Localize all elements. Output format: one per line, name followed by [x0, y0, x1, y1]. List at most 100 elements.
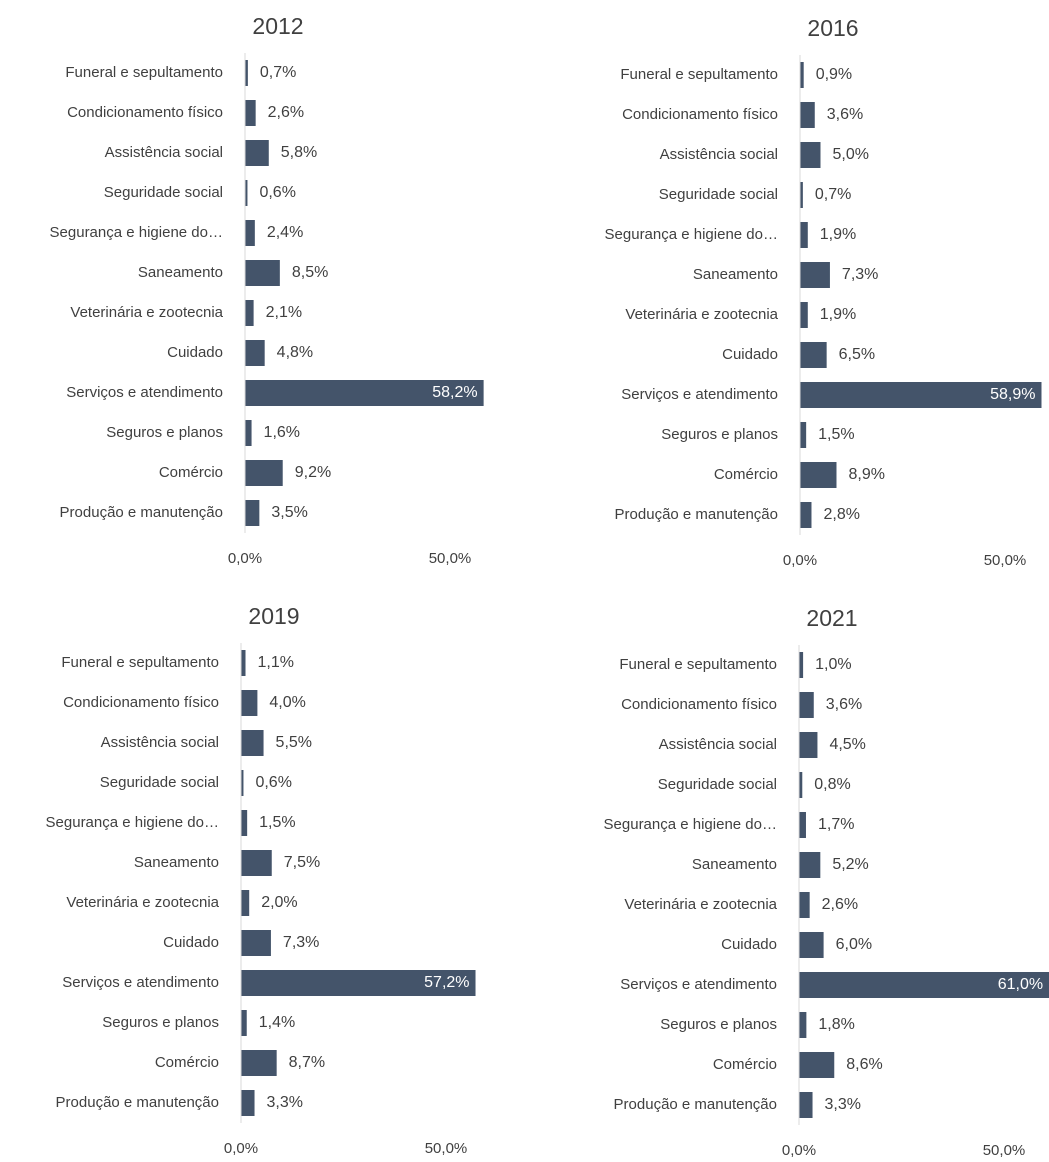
- bar: [245, 140, 269, 166]
- bar: [245, 100, 256, 126]
- chart-title: 2019: [248, 603, 299, 629]
- x-tick-label: 50,0%: [425, 1140, 468, 1157]
- bar: [799, 892, 810, 918]
- x-tick-label: 0,0%: [783, 552, 817, 569]
- value-label: 3,6%: [827, 106, 863, 123]
- category-label: Serviços e atendimento: [620, 976, 777, 993]
- bar: [799, 1012, 807, 1038]
- bar: [241, 970, 476, 996]
- bar: [241, 1050, 277, 1076]
- category-label: Segurança e higiene do…: [50, 224, 223, 241]
- value-label: 5,8%: [281, 144, 317, 161]
- bar: [241, 890, 250, 916]
- value-label: 7,3%: [842, 266, 878, 283]
- bar: [800, 102, 815, 128]
- bar: [800, 62, 804, 88]
- bar: [241, 650, 246, 676]
- category-label: Veterinária e zootecnia: [66, 894, 219, 911]
- value-label: 8,6%: [846, 1056, 882, 1073]
- category-label: Comércio: [159, 464, 223, 481]
- value-label: 0,7%: [260, 64, 296, 81]
- category-label: Veterinária e zootecnia: [625, 306, 778, 323]
- value-label: 2,4%: [267, 224, 303, 241]
- bar: [245, 500, 260, 526]
- bar: [799, 732, 818, 758]
- x-tick-label: 0,0%: [224, 1140, 258, 1157]
- value-label: 1,5%: [818, 426, 854, 443]
- value-label: 1,7%: [818, 816, 854, 833]
- bar: [245, 260, 280, 286]
- value-label: 8,9%: [848, 466, 884, 483]
- value-label: 0,7%: [815, 186, 851, 203]
- bar: [800, 342, 827, 368]
- bar: [241, 930, 271, 956]
- category-label: Seguros e planos: [660, 1016, 777, 1033]
- value-label: 1,4%: [259, 1014, 295, 1031]
- bar: [799, 772, 803, 798]
- value-label: 58,2%: [432, 384, 477, 401]
- value-label: 57,2%: [424, 974, 469, 991]
- chart-title: 2012: [252, 13, 303, 39]
- bar: [800, 502, 812, 528]
- value-label: 1,9%: [820, 306, 856, 323]
- bar: [241, 770, 244, 796]
- x-tick-label: 50,0%: [983, 1142, 1026, 1159]
- category-label: Condicionamento físico: [63, 694, 219, 711]
- bar: [800, 262, 830, 288]
- bar: [800, 222, 808, 248]
- value-label: 3,5%: [271, 504, 307, 521]
- value-label: 5,5%: [276, 734, 312, 751]
- category-label: Seguros e planos: [102, 1014, 219, 1031]
- bar: [241, 690, 258, 716]
- category-label: Assistência social: [660, 146, 778, 163]
- category-label: Segurança e higiene do…: [604, 816, 777, 833]
- category-label: Cuidado: [721, 936, 777, 953]
- value-label: 4,8%: [277, 344, 313, 361]
- value-label: 1,8%: [818, 1016, 854, 1033]
- category-label: Saneamento: [138, 264, 223, 281]
- category-label: Segurança e higiene do…: [605, 226, 778, 243]
- category-label: Cuidado: [722, 346, 778, 363]
- category-label: Comércio: [714, 466, 778, 483]
- category-label: Produção e manutenção: [60, 504, 223, 521]
- bar: [800, 302, 808, 328]
- category-label: Condicionamento físico: [67, 104, 223, 121]
- value-label: 4,0%: [269, 694, 305, 711]
- category-label: Saneamento: [692, 856, 777, 873]
- category-label: Serviços e atendimento: [621, 386, 778, 403]
- value-label: 2,8%: [823, 506, 859, 523]
- bar: [799, 812, 806, 838]
- x-tick-label: 0,0%: [228, 550, 262, 567]
- category-label: Cuidado: [163, 934, 219, 951]
- bar: [800, 422, 807, 448]
- category-label: Seguridade social: [104, 184, 223, 201]
- chart-title: 2021: [806, 605, 857, 631]
- chart-title: 2016: [807, 15, 858, 41]
- value-label: 0,6%: [259, 184, 295, 201]
- value-label: 1,1%: [258, 654, 294, 671]
- bar: [241, 1090, 255, 1116]
- category-label: Produção e manutenção: [614, 1096, 777, 1113]
- value-label: 4,5%: [829, 736, 865, 753]
- category-label: Assistência social: [659, 736, 777, 753]
- bar: [245, 380, 484, 406]
- value-label: 3,6%: [826, 696, 862, 713]
- bar: [799, 692, 814, 718]
- bar: [800, 142, 821, 168]
- bar: [800, 382, 1042, 408]
- value-label: 5,0%: [833, 146, 869, 163]
- bar: [799, 932, 824, 958]
- category-label: Condicionamento físico: [621, 696, 777, 713]
- category-label: Saneamento: [134, 854, 219, 871]
- bar: [800, 182, 803, 208]
- value-label: 2,1%: [266, 304, 302, 321]
- bar: [800, 462, 837, 488]
- category-label: Funeral e sepultamento: [65, 64, 223, 81]
- value-label: 7,3%: [283, 934, 319, 951]
- value-label: 58,9%: [990, 386, 1035, 403]
- category-label: Seguros e planos: [106, 424, 223, 441]
- bar: [245, 180, 248, 206]
- value-label: 0,9%: [816, 66, 852, 83]
- bar: [245, 60, 248, 86]
- category-label: Condicionamento físico: [622, 106, 778, 123]
